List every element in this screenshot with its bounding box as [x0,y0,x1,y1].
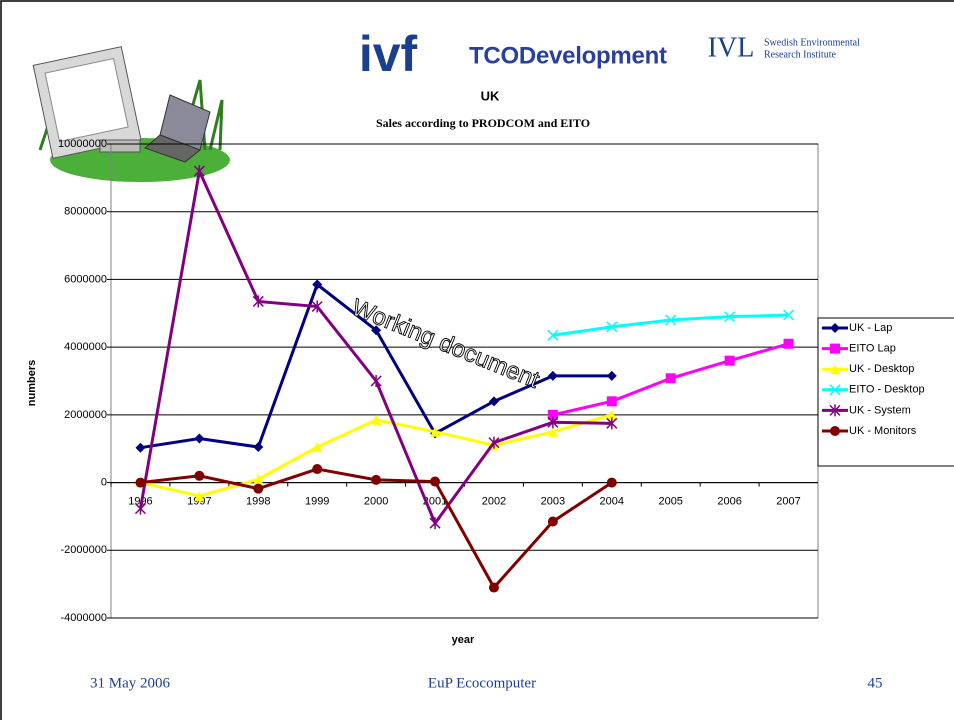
legend-label: UK - System [849,404,911,416]
logo-ivf: ivf [359,26,418,82]
marker [783,338,794,349]
chart-title: UK [481,88,500,103]
marker [430,426,441,437]
marker [429,517,441,530]
marker [312,442,323,453]
legend-label: UK - Lap [849,322,892,334]
marker [724,355,735,366]
y-tick-label: -2000000 [61,544,108,556]
marker [193,165,205,178]
x-tick-label: 2006 [717,495,741,507]
y-tick-label: 4000000 [64,341,107,353]
x-tick-label: 2002 [482,495,506,507]
logos: ivf TCODevelopment IVL Swedish Environme… [359,26,860,82]
marker [194,433,205,444]
marker [783,309,795,321]
y-axis-label: numbers [26,360,38,406]
logo-ivl-text: Research Institute [764,49,836,60]
marker [547,370,558,381]
logo-ivl: IVL [708,32,755,63]
marker [371,325,382,336]
legend-marker [829,404,841,417]
marker [253,442,264,453]
marker [547,416,559,429]
legend-marker [830,343,840,354]
marker [606,409,617,420]
marker [430,476,441,487]
legend-marker [830,426,840,436]
x-tick-label: 1999 [305,495,329,507]
marker [252,295,264,308]
marker [606,477,617,488]
x-tick-label: 1997 [187,495,211,507]
marker [194,491,205,502]
marker [371,414,382,425]
marker [311,300,323,313]
marker [724,311,736,323]
marker [312,279,323,290]
marker [135,477,146,488]
x-tick-label: 2007 [776,495,800,507]
legend-label: EITO - Desktop [849,384,925,396]
marker [547,516,558,527]
page-number: 45 [868,675,883,691]
marker [135,442,146,453]
marker [606,321,618,333]
marker [488,582,499,593]
x-tick-label: 2003 [541,495,565,507]
marker [606,370,617,381]
x-tick-label: 2005 [658,495,682,507]
marker [370,375,382,387]
logo-ivl-text: Swedish Environmental [764,37,860,48]
legend-marker [830,323,840,333]
footer-date: 31 May 2006 [90,675,170,691]
marker [253,474,264,485]
legend-label: EITO Lap [849,343,896,355]
marker [488,436,500,449]
marker [547,409,558,420]
marker [547,426,558,437]
marker [312,464,323,475]
marker [665,373,676,384]
x-tick-label: 2004 [600,495,624,507]
chart-subtitle: Sales according to PRODCOM and EITO [376,116,590,130]
x-tick-label: 2000 [364,495,388,507]
x-tick-label: 1998 [246,495,270,507]
y-tick-label: 0 [101,476,107,488]
y-tick-label: 10000000 [58,138,107,150]
y-tick-label: 2000000 [64,409,107,421]
legend-label: UK - Desktop [849,363,914,375]
marker [665,314,677,326]
y-tick-label: -4000000 [61,612,108,624]
y-tick-label: 6000000 [64,273,107,285]
clipart [32,46,230,182]
marker [606,417,618,430]
x-axis-label: year [452,634,475,646]
marker [134,502,146,515]
y-tick-label: 8000000 [64,206,107,218]
marker [194,470,205,481]
marker [371,474,382,485]
footer-title: EuP Ecocomputer [428,675,536,691]
legend-box [817,317,954,467]
legend-marker [830,364,840,375]
legend-label: UK - Monitors [849,425,917,437]
legend-marker [829,384,841,396]
marker [253,483,264,494]
marker [547,329,559,341]
legend: UK - Lap EITO Lap UK - Desktop EITO - Deskt… [817,317,954,467]
logo-tco: TCODevelopment [469,42,667,69]
x-tick-label: 2001 [423,495,447,507]
marker [606,396,617,407]
plot: -4000000 -2000000 0 2000000 4000000 6000000 80… [58,138,954,624]
marker [488,396,499,407]
